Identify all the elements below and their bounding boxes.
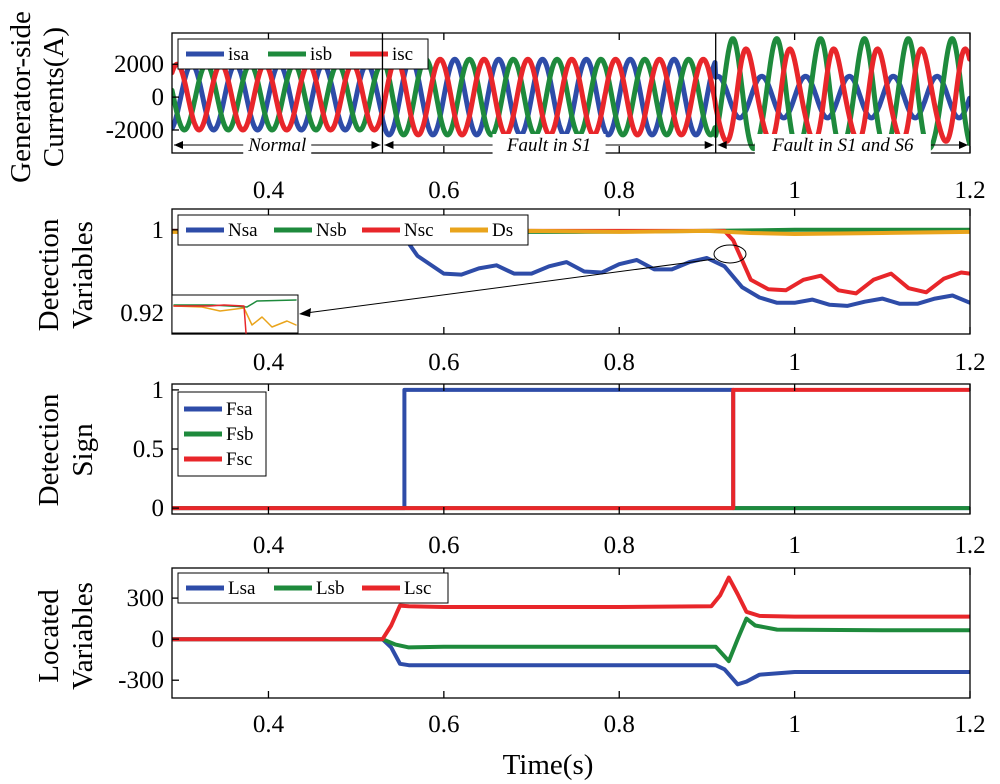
currents-xtick-label: 1.2 [954, 177, 985, 204]
region-label: Fault in S1 [506, 135, 591, 156]
detection-xtick-label: 1 [788, 349, 801, 376]
panel-sign: Detection Sign 0.4 0.6 0.8 1 1.2 1 0.5 0 Fsa Fsb F… [33, 377, 986, 559]
located-series-group [172, 575, 970, 687]
sign-ytick-label: 1 [152, 377, 165, 404]
located-axes-frame [171, 567, 971, 699]
sign-line-Fsc [172, 387, 970, 511]
located-ytick-label: 300 [127, 585, 165, 612]
sign-xtick-label: 0.8 [604, 532, 635, 559]
region-arrow-head-left [174, 141, 183, 149]
detection-ylabel-line2: Variables [67, 221, 99, 329]
currents-ytick-label: -2000 [106, 117, 164, 144]
currents-xtick-label: 0.8 [604, 177, 635, 204]
currents-legend-label: isc [392, 44, 413, 65]
zoom-arrow-line [305, 258, 716, 314]
region-arrow-head-right [959, 141, 968, 149]
sign-xtick-label: 0.4 [253, 532, 285, 559]
located-line-Lsc [172, 575, 970, 642]
detection-xtick-label: 0.4 [253, 349, 285, 376]
sign-series-group [172, 387, 970, 511]
panel-currents: Generator-side Currents(A) 0.4 0.6 0.8 1 1.2… [5, 11, 986, 204]
detection-legend-label: Nsa [228, 220, 258, 241]
sign-ylabel-line1: Detection [33, 393, 65, 506]
currents-ylabel-line2: Currents(A) [38, 27, 70, 167]
located-line-Lsb [172, 616, 970, 664]
currents-ytick-label: 0 [152, 84, 165, 111]
located-ylabel-line2: Variables [67, 582, 99, 690]
located-ytick-label: 0 [152, 626, 165, 653]
currents-ylabel-line1: Generator-side [5, 11, 37, 183]
currents-xtick-label: 0.4 [253, 177, 285, 204]
sign-ytick-label: 0 [152, 495, 165, 522]
currents-legend-label: isb [310, 44, 332, 65]
located-legend-label: Lsa [228, 578, 256, 599]
located-xtick-label: 0.8 [604, 711, 635, 738]
detection-xtick-label: 1.2 [954, 349, 985, 376]
located-ytick-label: -300 [118, 667, 164, 694]
located-ylabel-line1: Located [33, 589, 65, 683]
located-xtick-label: 1.2 [954, 711, 985, 738]
detection-legend-label: Ds [492, 220, 513, 241]
sign-legend-label: Fsa [226, 399, 253, 420]
detection-xtick-label: 0.6 [428, 349, 459, 376]
region-arrow-head-right [371, 141, 381, 149]
region-arrow-head-left [384, 141, 394, 149]
sign-axes-frame [171, 383, 971, 515]
detection-line-Nsa [172, 228, 970, 308]
inset-box [171, 294, 299, 334]
located-line-Lsa [172, 637, 970, 687]
located-legend-label: Lsc [404, 578, 431, 599]
zoom-arrow-head [299, 308, 311, 317]
detection-ytick-label: 0.92 [120, 300, 164, 327]
located-legend-label: Lsb [316, 578, 345, 599]
region-label-bg [492, 134, 606, 154]
currents-xtick-label: 1 [788, 177, 801, 204]
sign-ytick-label: 0.5 [133, 436, 164, 463]
sign-xtick-label: 0.6 [428, 532, 459, 559]
currents-ytick-label: 2000 [114, 51, 164, 78]
detection-xtick-label: 0.8 [604, 349, 635, 376]
located-xtick-label: 0.4 [253, 711, 285, 738]
detection-ylabel-line1: Detection [33, 218, 65, 331]
sign-legend-label: Fsc [226, 449, 252, 470]
region-label: Fault in S1 and S6 [771, 135, 914, 156]
located-xtick-label: 1 [788, 711, 801, 738]
panel-detection: Detection Variables 0.4 0.6 0.8 1 1.2 1 0.92 Ns… [33, 208, 986, 376]
sign-line-Fsa [172, 387, 970, 511]
located-xtick-label: 0.6 [428, 711, 459, 738]
panel-located: Located Variables Time(s) 0.4 0.6 0.8 1 1.2 3… [33, 567, 986, 781]
detection-legend-label: Nsb [316, 220, 347, 241]
inset-line-Ds-tail [243, 307, 297, 328]
inset-line-Nsc [173, 304, 247, 334]
sign-legend-label: Fsb [226, 424, 253, 445]
x-axis-label: Time(s) [503, 749, 594, 781]
detection-axes-frame [171, 208, 971, 335]
sign-xtick-label: 1.2 [954, 532, 985, 559]
region-arrow-head-left [717, 141, 727, 149]
region-arrow-head-right [704, 141, 714, 149]
region-label: Normal [247, 135, 306, 156]
inset-line-Nsb [173, 299, 297, 308]
detection-legend-label: Nsc [404, 220, 434, 241]
zoom-ellipse [713, 244, 747, 264]
region-label-bg [754, 134, 931, 154]
detection-ytick-label: 1 [152, 217, 165, 244]
region-label-bg [243, 134, 312, 154]
detection-line-Nsc [172, 228, 970, 296]
sign-xtick-label: 1 [788, 532, 801, 559]
currents-xtick-label: 0.6 [428, 177, 459, 204]
sign-ylabel-line2: Sign [67, 423, 99, 477]
currents-legend-label: isa [228, 44, 250, 65]
